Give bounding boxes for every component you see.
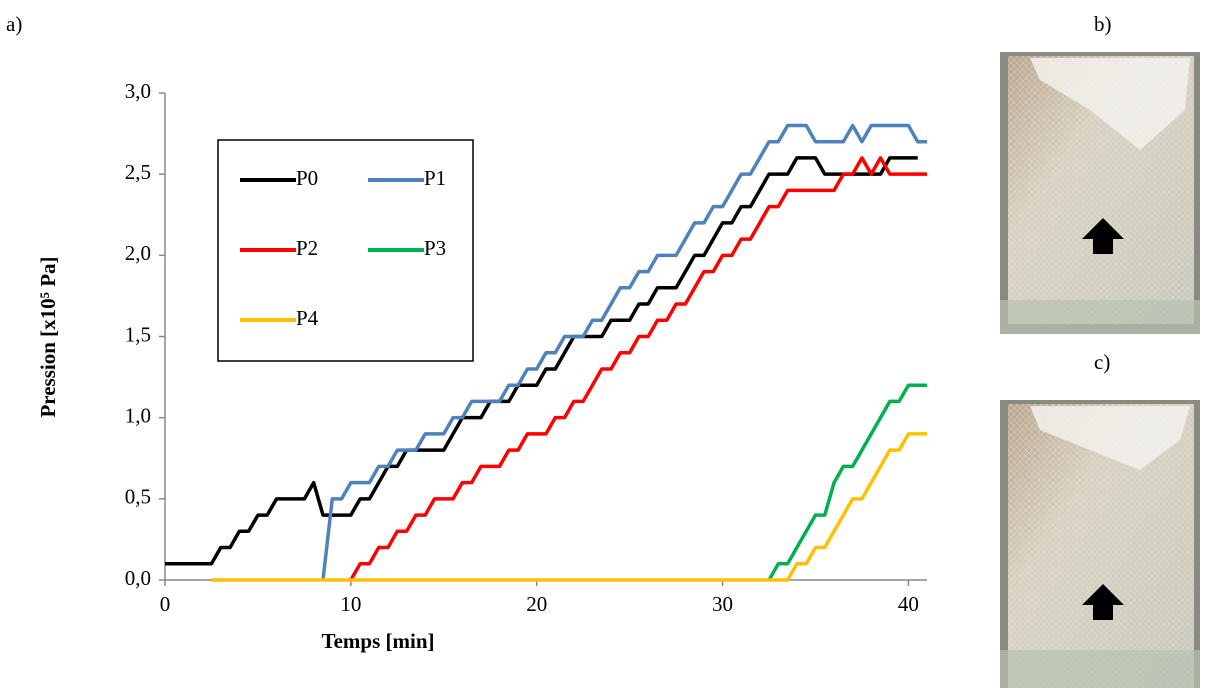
x-tick-label: 20: [526, 592, 547, 616]
y-tick-label: 1,0: [125, 403, 151, 427]
y-tick-label: 3,0: [125, 79, 151, 103]
legend-label: P0: [296, 166, 318, 190]
series-line: [165, 156, 918, 566]
y-tick-label: 1,5: [125, 322, 151, 346]
x-tick-label: 0: [160, 592, 171, 616]
legend-label: P4: [296, 306, 319, 330]
series-line: [321, 123, 927, 581]
x-tick-label: 30: [712, 592, 733, 616]
panel-label: b): [1094, 12, 1112, 36]
panel-label: c): [1094, 350, 1110, 374]
legend: P0 P1 P2 P3 P4: [217, 139, 474, 362]
x-tick-label: 10: [340, 592, 361, 616]
photo-b: [1000, 52, 1200, 334]
y-tick-label: 0,0: [125, 566, 151, 590]
series-line: [767, 383, 927, 581]
y-tick-label: 2,5: [125, 160, 151, 184]
y-tick-label: 2,0: [125, 241, 151, 265]
x-tick-label: 40: [898, 592, 919, 616]
series-line: [349, 156, 927, 581]
panel-label: a): [6, 12, 22, 36]
y-axis-title: Pression [x10⁵ Pa]: [36, 256, 60, 417]
series-line: [211, 432, 927, 582]
photo-c: [1000, 400, 1200, 688]
legend-label: P2: [296, 236, 318, 260]
legend-label: P3: [424, 236, 446, 260]
y-tick-label: 0,5: [125, 485, 151, 509]
legend-label: P1: [424, 166, 446, 190]
x-axis-title: Temps [min]: [322, 629, 435, 653]
